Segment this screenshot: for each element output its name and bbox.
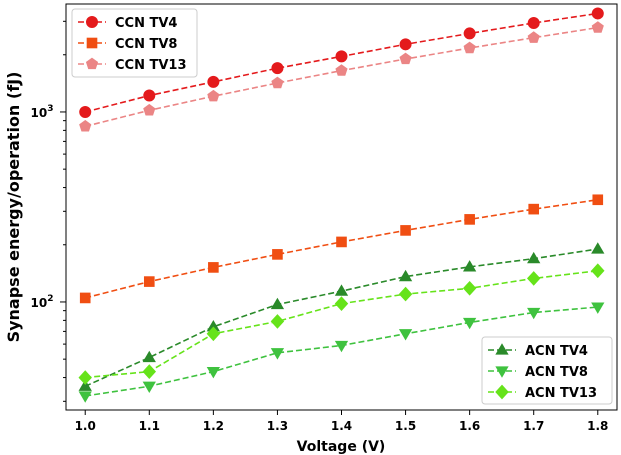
- data-point-ccn-tv13: [143, 103, 156, 116]
- data-point-ccn-tv4: [463, 27, 476, 40]
- data-point-ccn-tv4: [143, 89, 156, 102]
- x-tick-label: 1.5: [395, 419, 416, 433]
- x-axis-label: Voltage (V): [297, 439, 386, 455]
- data-point-acn-tv13: [462, 280, 477, 296]
- data-series: [78, 7, 605, 403]
- legend-label: ACN TV8: [525, 365, 588, 380]
- data-point-acn-tv8: [591, 302, 605, 314]
- data-point-acn-tv4: [78, 379, 92, 391]
- legend-marker: [85, 57, 99, 70]
- series-acn-tv8: [78, 302, 605, 403]
- data-point-acn-tv8: [78, 391, 92, 403]
- data-point-acn-tv13: [142, 364, 157, 379]
- x-tick-label: 1.7: [523, 419, 544, 433]
- data-point-acn-tv4: [334, 284, 349, 296]
- data-point-ccn-tv4: [335, 50, 348, 63]
- y-axis-label: Synapse energy/operation (fJ): [4, 72, 23, 343]
- data-point-ccn-tv4: [399, 38, 412, 51]
- data-point-ccn-tv8: [528, 203, 540, 215]
- data-point-acn-tv13: [270, 314, 285, 329]
- data-point-ccn-tv13: [207, 89, 220, 102]
- data-point-ccn-tv8: [208, 262, 219, 273]
- data-point-ccn-tv13: [527, 31, 540, 43]
- data-point-acn-tv13: [591, 263, 605, 279]
- axis-ticks: 1.0 1.1 1.2 1.3 1.4 1.5 1.6 1.7 1.8 102 103: [31, 20, 608, 433]
- data-point-ccn-tv13: [399, 52, 412, 65]
- data-point-ccn-tv13: [335, 64, 348, 76]
- x-tick-label: 1.4: [331, 419, 352, 433]
- data-point-acn-tv8: [142, 381, 156, 394]
- y-tick-label: 102: [31, 294, 54, 310]
- data-point-ccn-tv13: [271, 76, 284, 89]
- data-point-ccn-tv8: [400, 225, 411, 236]
- y-tick-label: 103: [31, 104, 54, 120]
- legend-marker: [495, 366, 509, 378]
- legend-marker: [86, 37, 98, 49]
- data-point-acn-tv4: [527, 251, 541, 264]
- data-point-ccn-tv13: [591, 21, 604, 33]
- legend-label: ACN TV4: [525, 344, 588, 359]
- data-point-ccn-tv4: [207, 75, 220, 88]
- data-point-acn-tv8: [334, 340, 349, 353]
- data-point-ccn-tv8: [272, 249, 283, 260]
- legend-label: CCN TV4: [115, 16, 177, 31]
- legend-box: [481, 336, 613, 405]
- x-tick-label: 1.2: [203, 419, 224, 433]
- legend-label: CCN TV8: [115, 37, 177, 52]
- data-point-ccn-tv4: [527, 16, 540, 29]
- series-ccn-tv8: [79, 194, 604, 304]
- series-ccn-tv13: [79, 21, 604, 132]
- data-point-acn-tv4: [591, 242, 605, 254]
- legend-marker: [86, 16, 98, 28]
- data-point-ccn-tv8: [79, 292, 91, 304]
- data-point-acn-tv4: [398, 269, 413, 282]
- series-acn-tv13: [78, 263, 605, 385]
- data-point-acn-tv4: [462, 260, 477, 272]
- x-tick-label: 1.6: [459, 419, 480, 433]
- legend-label: CCN TV13: [115, 58, 187, 73]
- data-point-ccn-tv4: [79, 105, 92, 118]
- x-tick-label: 1.0: [75, 419, 96, 433]
- legend-marker: [495, 343, 509, 355]
- data-point-ccn-tv8: [592, 194, 604, 206]
- legend-label: ACN TV13: [525, 386, 597, 401]
- data-point-acn-tv8: [462, 317, 477, 330]
- data-point-acn-tv8: [527, 307, 541, 320]
- x-tick-label: 1.8: [587, 419, 608, 433]
- x-tick-label: 1.1: [139, 419, 160, 433]
- data-point-ccn-tv8: [336, 236, 347, 248]
- data-point-acn-tv13: [78, 370, 92, 385]
- data-point-acn-tv8: [206, 366, 221, 379]
- data-point-ccn-tv13: [79, 119, 92, 132]
- data-point-acn-tv8: [270, 348, 285, 360]
- legend-upper-left: CCN TV4 CCN TV8 CCN TV13: [71, 8, 198, 78]
- data-point-acn-tv13: [398, 286, 413, 302]
- series-ccn-tv4: [79, 7, 604, 118]
- legend-box: [71, 8, 198, 78]
- data-point-ccn-tv8: [464, 214, 475, 225]
- legend-lower-right: ACN TV4 ACN TV8 ACN TV13: [481, 336, 613, 405]
- data-point-ccn-tv4: [271, 62, 284, 75]
- data-point-ccn-tv13: [463, 41, 476, 54]
- series-acn-tv4: [78, 242, 605, 391]
- data-point-ccn-tv4: [591, 7, 604, 20]
- data-point-acn-tv4: [270, 297, 285, 310]
- data-point-acn-tv13: [526, 271, 541, 286]
- data-point-acn-tv13: [206, 326, 221, 342]
- data-point-acn-tv8: [398, 329, 413, 341]
- data-point-acn-tv4: [142, 350, 156, 363]
- legend-marker: [495, 384, 509, 400]
- data-point-ccn-tv8: [143, 276, 155, 287]
- data-point-acn-tv13: [334, 296, 349, 311]
- x-tick-label: 1.3: [267, 419, 288, 433]
